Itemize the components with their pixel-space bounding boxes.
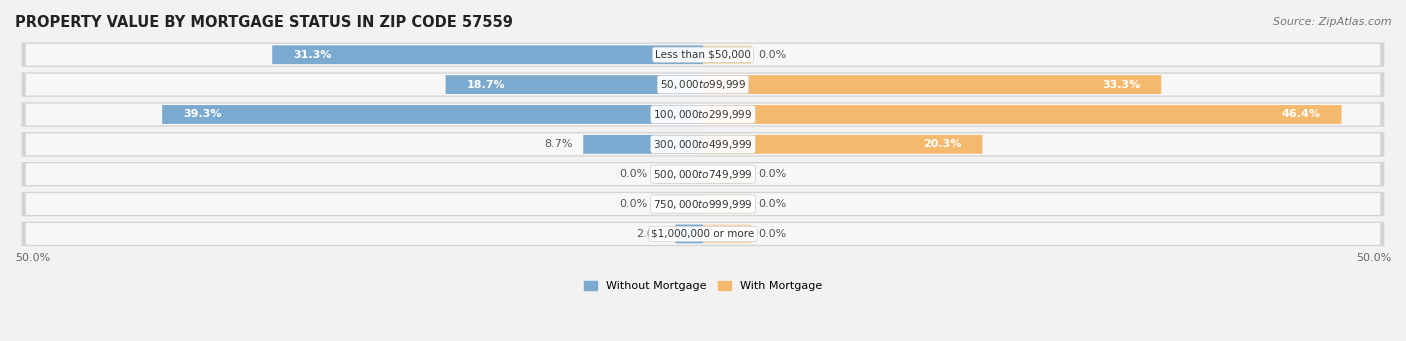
Text: $50,000 to $99,999: $50,000 to $99,999: [659, 78, 747, 91]
Text: 50.0%: 50.0%: [1355, 253, 1391, 263]
FancyBboxPatch shape: [25, 163, 1381, 185]
Text: 31.3%: 31.3%: [292, 50, 332, 60]
FancyBboxPatch shape: [703, 165, 751, 183]
Text: $750,000 to $999,999: $750,000 to $999,999: [654, 197, 752, 210]
FancyBboxPatch shape: [21, 102, 1385, 127]
FancyBboxPatch shape: [21, 43, 1385, 67]
FancyBboxPatch shape: [703, 135, 983, 154]
FancyBboxPatch shape: [655, 195, 703, 213]
FancyBboxPatch shape: [25, 133, 1381, 155]
Text: 46.4%: 46.4%: [1282, 109, 1320, 119]
FancyBboxPatch shape: [25, 223, 1381, 245]
Text: 0.0%: 0.0%: [620, 199, 648, 209]
FancyBboxPatch shape: [21, 132, 1385, 157]
Text: 20.3%: 20.3%: [924, 139, 962, 149]
FancyBboxPatch shape: [703, 195, 751, 213]
Legend: Without Mortgage, With Mortgage: Without Mortgage, With Mortgage: [579, 277, 827, 296]
FancyBboxPatch shape: [703, 45, 751, 64]
Text: 39.3%: 39.3%: [183, 109, 221, 119]
FancyBboxPatch shape: [21, 222, 1385, 246]
Text: $100,000 to $299,999: $100,000 to $299,999: [654, 108, 752, 121]
FancyBboxPatch shape: [655, 165, 703, 183]
Text: 50.0%: 50.0%: [15, 253, 51, 263]
FancyBboxPatch shape: [21, 192, 1385, 216]
Text: $500,000 to $749,999: $500,000 to $749,999: [654, 168, 752, 181]
FancyBboxPatch shape: [25, 193, 1381, 215]
FancyBboxPatch shape: [25, 44, 1381, 66]
FancyBboxPatch shape: [703, 105, 1341, 124]
FancyBboxPatch shape: [25, 74, 1381, 95]
FancyBboxPatch shape: [162, 105, 703, 124]
Text: 0.0%: 0.0%: [758, 229, 786, 239]
Text: $1,000,000 or more: $1,000,000 or more: [651, 229, 755, 239]
Text: 8.7%: 8.7%: [544, 139, 572, 149]
FancyBboxPatch shape: [703, 75, 1161, 94]
Text: 18.7%: 18.7%: [467, 79, 505, 90]
FancyBboxPatch shape: [583, 135, 703, 154]
Text: Less than $50,000: Less than $50,000: [655, 50, 751, 60]
FancyBboxPatch shape: [675, 224, 703, 243]
FancyBboxPatch shape: [703, 224, 751, 243]
FancyBboxPatch shape: [21, 162, 1385, 187]
Text: 33.3%: 33.3%: [1102, 79, 1140, 90]
Text: 2.0%: 2.0%: [636, 229, 665, 239]
Text: PROPERTY VALUE BY MORTGAGE STATUS IN ZIP CODE 57559: PROPERTY VALUE BY MORTGAGE STATUS IN ZIP…: [15, 15, 513, 30]
Text: 0.0%: 0.0%: [620, 169, 648, 179]
FancyBboxPatch shape: [446, 75, 703, 94]
FancyBboxPatch shape: [273, 45, 703, 64]
FancyBboxPatch shape: [25, 104, 1381, 125]
Text: 0.0%: 0.0%: [758, 169, 786, 179]
Text: 0.0%: 0.0%: [758, 50, 786, 60]
Text: $300,000 to $499,999: $300,000 to $499,999: [654, 138, 752, 151]
Text: 0.0%: 0.0%: [758, 199, 786, 209]
Text: Source: ZipAtlas.com: Source: ZipAtlas.com: [1274, 17, 1392, 27]
FancyBboxPatch shape: [21, 72, 1385, 97]
